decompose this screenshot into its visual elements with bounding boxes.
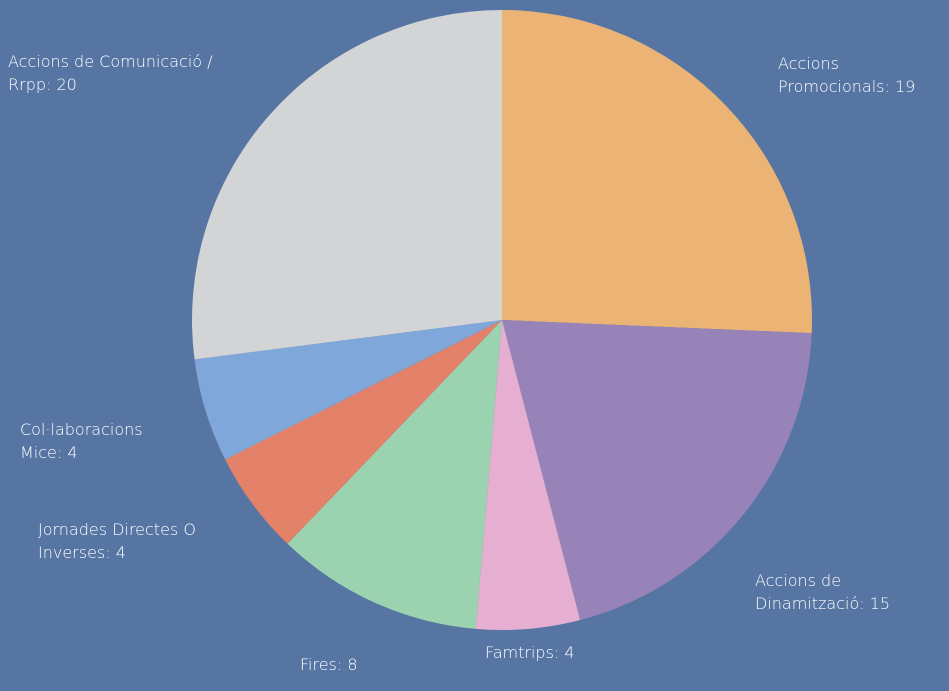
- pie-slice: [194, 320, 502, 460]
- slice-label: Col·laboracions Mice: 4: [20, 420, 143, 462]
- pie-slice: [287, 320, 502, 629]
- pie-slice: [502, 10, 812, 334]
- slice-label: Famtrips: 4: [485, 643, 575, 662]
- pie-slice: [475, 320, 581, 630]
- pie-slice: [225, 320, 502, 544]
- pie-slice: [502, 320, 812, 620]
- pie-slice: [191, 10, 502, 360]
- slice-label: Jornades Directes O Inverses: 4: [38, 520, 196, 562]
- slice-label: Fires: 8: [300, 655, 358, 674]
- slice-label: Accions Promocionals: 19: [778, 54, 916, 96]
- slice-label: Accions de Comunicació / Rrpp: 20: [8, 52, 213, 94]
- slice-label: Accions de Dinamització: 15: [755, 571, 891, 613]
